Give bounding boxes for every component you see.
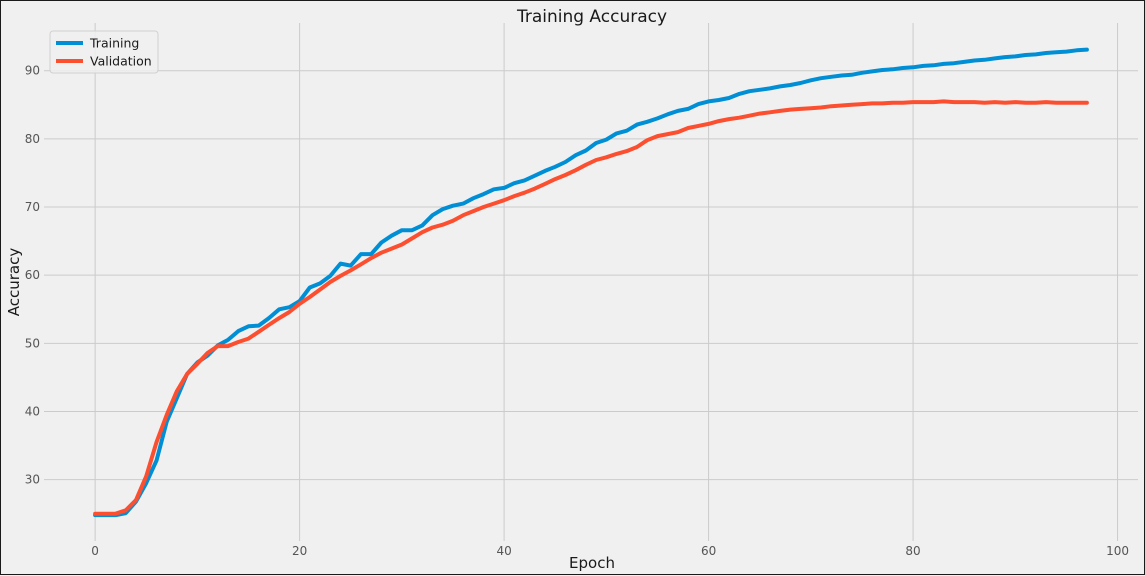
- series-line-validation: [93, 99, 1089, 516]
- series-line-training: [93, 47, 1089, 518]
- legend: Training Validation: [49, 30, 159, 74]
- y-tick-label: 50: [25, 336, 40, 350]
- x-tick-label: 20: [292, 544, 307, 558]
- y-tick-label: 40: [25, 405, 40, 419]
- y-tick-label: 70: [25, 200, 40, 214]
- y-axis-label: Accuracy: [5, 248, 23, 317]
- x-tick-label: 0: [91, 544, 99, 558]
- grid: [44, 23, 1138, 541]
- x-tick-label: 100: [1106, 544, 1129, 558]
- x-axis-label: Epoch: [569, 554, 615, 572]
- plot-area: [44, 23, 1138, 541]
- y-tick-label: 60: [25, 268, 40, 282]
- legend-label-training: Training: [89, 36, 139, 51]
- y-tick-label: 30: [25, 473, 40, 487]
- tick-labels: 0 20 40 60 80 100 30 40 50 60 70 80 90: [25, 64, 1129, 558]
- legend-label-validation: Validation: [90, 54, 152, 69]
- x-tick-label: 80: [905, 544, 920, 558]
- x-tick-label: 40: [496, 544, 511, 558]
- x-tick-label: 60: [701, 544, 716, 558]
- chart-title: Training Accuracy: [516, 7, 667, 27]
- y-tick-label: 80: [25, 132, 40, 146]
- series: [93, 47, 1089, 518]
- y-tick-label: 90: [25, 64, 40, 78]
